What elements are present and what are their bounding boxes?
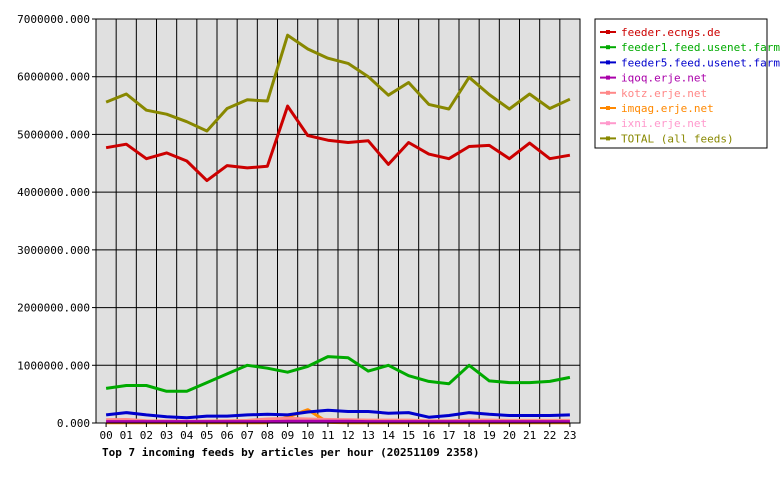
x-tick-label: 11 <box>321 429 334 442</box>
y-tick-label: 6000000.000 <box>17 71 90 84</box>
x-tick-label: 07 <box>241 429 254 442</box>
legend-label: TOTAL (all feeds) <box>621 132 734 145</box>
legend-marker <box>606 90 610 95</box>
x-tick-label: 23 <box>563 429 576 442</box>
x-tick-label: 14 <box>382 429 396 442</box>
y-tick-label: 3000000.000 <box>17 244 90 257</box>
legend-label: feeder.ecngs.de <box>621 26 720 39</box>
plot-border <box>95 18 581 424</box>
grid <box>96 19 580 423</box>
y-tick-label: 0.000 <box>57 417 90 430</box>
x-tick-label: 08 <box>261 429 274 442</box>
x-tick-label: 00 <box>99 429 112 442</box>
x-tick-label: 06 <box>220 429 233 442</box>
x-axis-ticks: 00 01 02 03 04 05 06 07 08 09 10 11 12 13 14 15 16 17 18 19… <box>99 423 577 442</box>
legend-marker <box>606 60 610 65</box>
legend-label: iqoq.erje.net <box>621 72 707 85</box>
x-tick-label: 15 <box>402 429 415 442</box>
x-tick-label: 12 <box>341 429 354 442</box>
legend-marker <box>606 106 610 110</box>
x-tick-label: 09 <box>281 429 294 442</box>
x-tick-label: 22 <box>543 429 556 442</box>
x-tick-label: 03 <box>160 429 173 442</box>
y-tick-label: 2000000.000 <box>17 302 90 315</box>
legend-label: feeder5.feed.usenet.farm <box>621 56 780 69</box>
series-line <box>105 408 570 420</box>
legend-label: ixni.erje.net <box>621 117 707 130</box>
x-tick-label: 21 <box>523 429 536 442</box>
x-tick-label: 04 <box>180 429 194 442</box>
chart-title: Top 7 incoming feeds by articles per hou… <box>102 446 480 459</box>
legend-label: imqag.erje.net <box>621 102 714 115</box>
series-line <box>105 33 571 133</box>
y-axis-ticks: 0.000 1000000.000 2000000.000 3000000.000 40… <box>17 13 96 430</box>
legend: feeder.ecngs.de feeder1.feed.usenet.farm f… <box>600 26 780 145</box>
series-line <box>105 104 571 183</box>
y-tick-label: 5000000.000 <box>17 128 90 141</box>
legend-marker <box>606 121 610 126</box>
x-tick-label: 20 <box>503 429 516 442</box>
x-tick-label: 18 <box>462 429 475 442</box>
x-tick-label: 10 <box>301 429 314 442</box>
legend-marker <box>606 136 610 141</box>
x-tick-label: 13 <box>362 429 375 442</box>
legend-label: kotz.erje.net <box>621 87 707 100</box>
y-tick-label: 4000000.000 <box>17 186 90 199</box>
x-tick-label: 16 <box>422 429 435 442</box>
x-tick-label: 17 <box>442 429 455 442</box>
x-tick-label: 01 <box>120 429 133 442</box>
x-tick-label: 19 <box>483 429 496 442</box>
series-line <box>105 355 571 393</box>
legend-marker <box>606 75 610 80</box>
legend-label: feeder1.feed.usenet.farm <box>621 41 780 54</box>
x-tick-label: 05 <box>200 429 213 442</box>
legend-marker <box>606 45 610 50</box>
legend-marker <box>606 30 610 34</box>
y-tick-label: 7000000.000 <box>17 13 90 26</box>
y-tick-label: 1000000.000 <box>17 359 90 372</box>
legend-box <box>594 18 768 149</box>
x-tick-label: 02 <box>140 429 153 442</box>
